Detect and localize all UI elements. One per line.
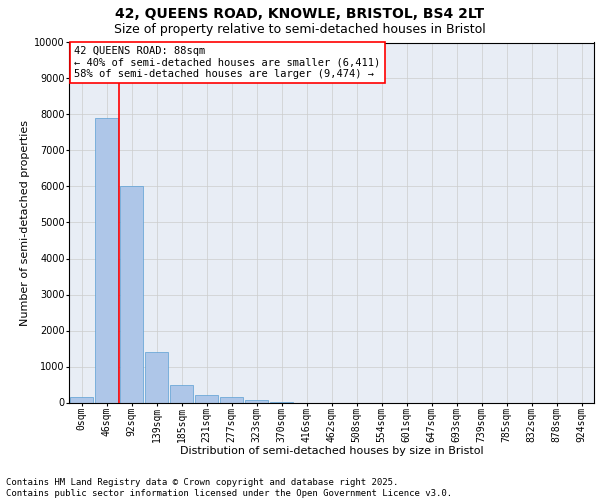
X-axis label: Distribution of semi-detached houses by size in Bristol: Distribution of semi-detached houses by …: [179, 446, 484, 456]
Bar: [245, 400, 268, 402]
Text: 42, QUEENS ROAD, KNOWLE, BRISTOL, BS4 2LT: 42, QUEENS ROAD, KNOWLE, BRISTOL, BS4 2L…: [115, 8, 485, 22]
Bar: [170, 384, 193, 402]
Y-axis label: Number of semi-detached properties: Number of semi-detached properties: [20, 120, 30, 326]
Bar: [145, 352, 168, 403]
Text: 42 QUEENS ROAD: 88sqm
← 40% of semi-detached houses are smaller (6,411)
58% of s: 42 QUEENS ROAD: 88sqm ← 40% of semi-deta…: [74, 46, 380, 80]
Text: Contains HM Land Registry data © Crown copyright and database right 2025.
Contai: Contains HM Land Registry data © Crown c…: [6, 478, 452, 498]
Bar: [70, 397, 93, 402]
Bar: [220, 398, 243, 402]
Bar: [195, 394, 218, 402]
Bar: [120, 186, 143, 402]
Bar: [95, 118, 118, 403]
Text: Size of property relative to semi-detached houses in Bristol: Size of property relative to semi-detach…: [114, 22, 486, 36]
